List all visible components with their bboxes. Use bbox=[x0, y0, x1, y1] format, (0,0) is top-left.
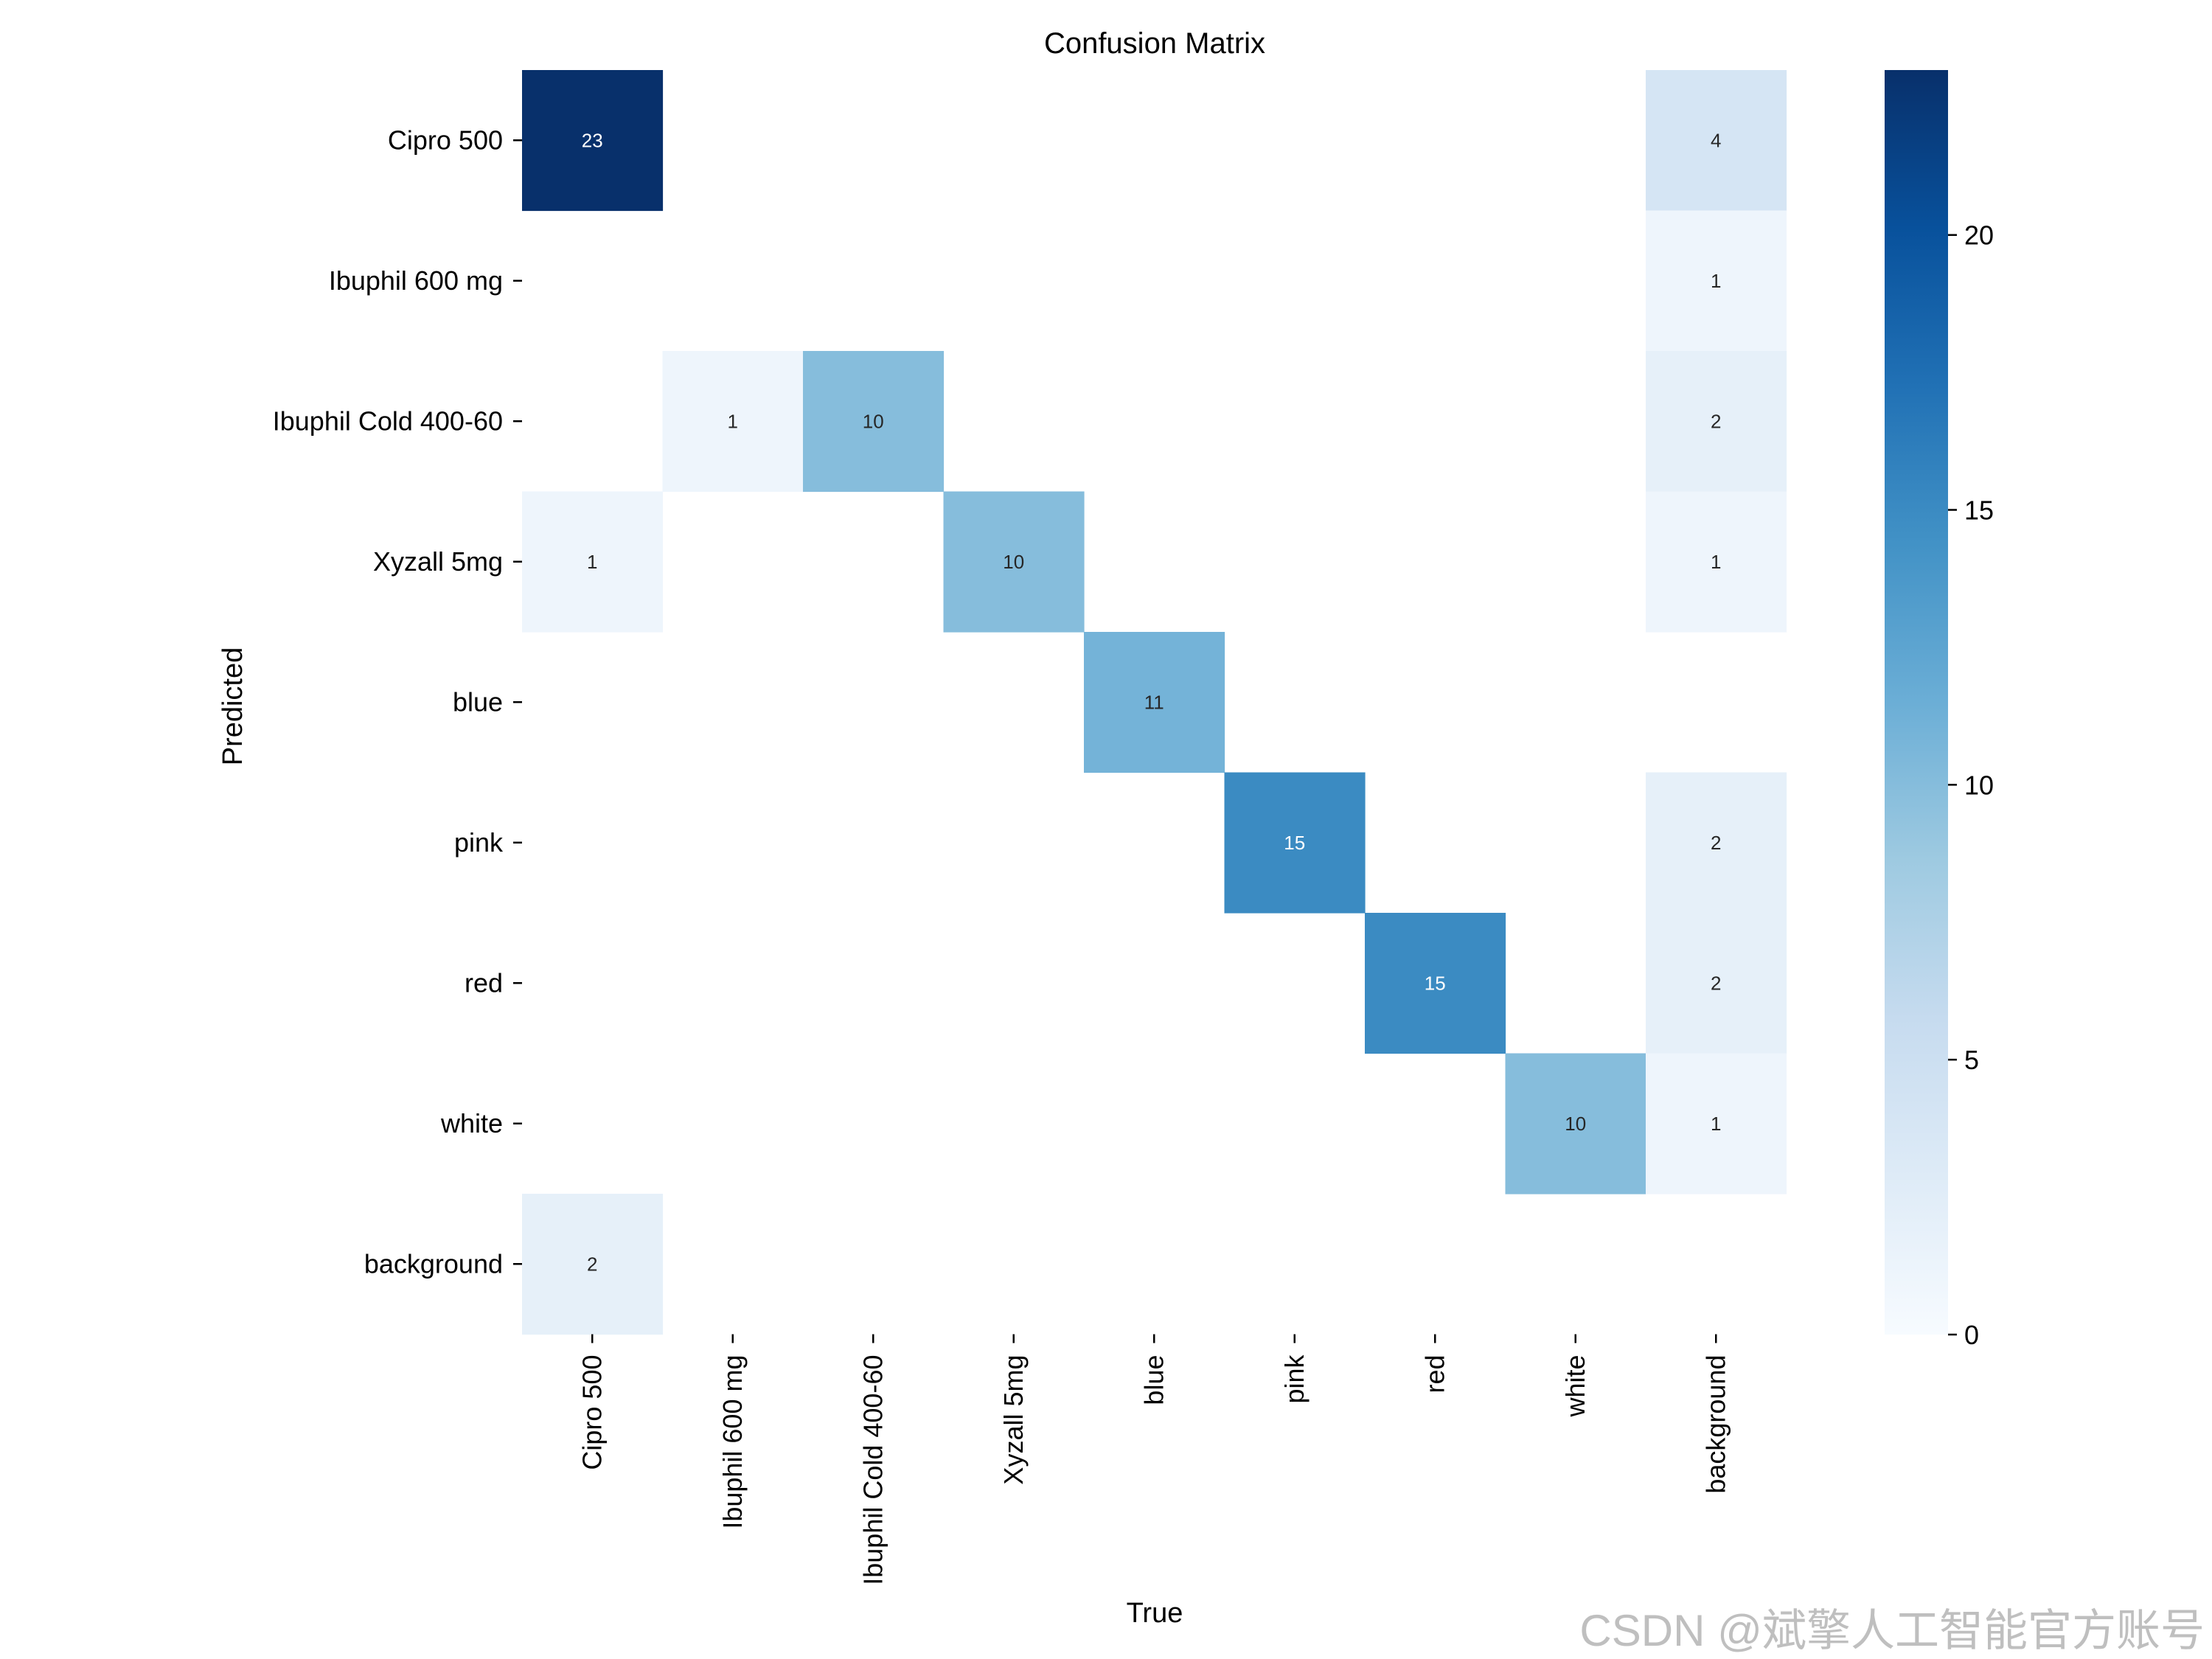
y-tick-label: Ibuphil Cold 400-60 bbox=[273, 406, 503, 436]
cell-value-label: 1 bbox=[1711, 270, 1721, 292]
x-axis-label: True bbox=[1127, 1598, 1183, 1629]
heatmap-cell bbox=[1505, 1053, 1646, 1194]
y-tick-label: Cipro 500 bbox=[388, 125, 503, 155]
heatmap-cells bbox=[522, 70, 1787, 1335]
y-tick-label: Xyzall 5mg bbox=[373, 546, 503, 577]
cell-value-label: 1 bbox=[728, 410, 738, 432]
heatmap-cell bbox=[803, 351, 945, 493]
colorbar-tick-label: 10 bbox=[1964, 770, 1994, 800]
heatmap-cell bbox=[1646, 210, 1787, 352]
x-tick-label: blue bbox=[1138, 1355, 1169, 1405]
watermark-text: CSDN @斌擎人工智能官方账号 bbox=[1579, 1606, 2205, 1655]
cell-value-label: 10 bbox=[1565, 1113, 1586, 1135]
cell-value-label: 4 bbox=[1711, 129, 1721, 151]
cell-value-label: 11 bbox=[1144, 691, 1164, 713]
colorbar-tick-label: 20 bbox=[1964, 220, 1994, 251]
heatmap-cell bbox=[522, 1194, 664, 1335]
cell-value-label: 2 bbox=[587, 1253, 597, 1275]
heatmap-cell bbox=[1646, 491, 1787, 633]
x-tick-label: Cipro 500 bbox=[577, 1355, 607, 1470]
heatmap-cell bbox=[943, 491, 1085, 633]
cell-value-label: 23 bbox=[582, 129, 603, 151]
x-tick-label: background bbox=[1700, 1355, 1731, 1494]
cell-value-label: 15 bbox=[1284, 832, 1305, 854]
x-tick-label: white bbox=[1560, 1355, 1590, 1418]
y-tick-label: red bbox=[465, 967, 503, 998]
y-axis-ticks: Cipro 500 Ibuphil 600 mg Ibuphil Cold 400-… bbox=[273, 125, 522, 1279]
cell-value-label: 1 bbox=[1711, 551, 1721, 573]
y-tick-label: pink bbox=[454, 827, 504, 858]
colorbar-ticks: 0 5 10 15 20 bbox=[1948, 220, 1994, 1350]
heatmap-cell bbox=[1646, 70, 1787, 212]
y-axis-label: Predicted bbox=[218, 647, 248, 766]
cell-value-label: 2 bbox=[1711, 972, 1721, 994]
colorbar-tick-label: 5 bbox=[1964, 1045, 1979, 1075]
cell-value-label: 10 bbox=[863, 410, 884, 432]
colorbar-tick-label: 0 bbox=[1964, 1320, 1979, 1350]
cell-value-label: 2 bbox=[1711, 410, 1721, 432]
cell-value-label: 10 bbox=[1003, 551, 1024, 573]
y-tick-label: background bbox=[364, 1248, 503, 1279]
heatmap-cell bbox=[1224, 772, 1366, 914]
heatmap-cell bbox=[522, 491, 664, 633]
heatmap-cell bbox=[1646, 351, 1787, 493]
chart-title: Confusion Matrix bbox=[1044, 27, 1265, 60]
cell-value-label: 2 bbox=[1711, 832, 1721, 854]
heatmap-cell bbox=[662, 351, 804, 493]
y-tick-label: blue bbox=[453, 686, 503, 717]
cell-value-label: 1 bbox=[587, 551, 597, 573]
cell-value-label: 15 bbox=[1425, 972, 1446, 994]
heatmap-cell bbox=[1646, 913, 1787, 1054]
x-tick-label: pink bbox=[1279, 1354, 1310, 1404]
heatmap-cell bbox=[1365, 913, 1506, 1054]
heatmap-cell bbox=[1646, 1053, 1787, 1194]
x-tick-label: red bbox=[1419, 1355, 1450, 1394]
x-tick-label: Ibuphil Cold 400-60 bbox=[858, 1355, 888, 1585]
x-tick-label: Ibuphil 600 mg bbox=[717, 1355, 748, 1529]
cell-value-label: 1 bbox=[1711, 1113, 1721, 1135]
y-tick-label: white bbox=[440, 1108, 503, 1138]
heatmap-cell bbox=[1084, 632, 1225, 773]
y-tick-label: Ibuphil 600 mg bbox=[329, 265, 503, 296]
heatmap-cell bbox=[1646, 772, 1787, 914]
x-axis-ticks: Cipro 500 Ibuphil 600 mg Ibuphil Cold 400-… bbox=[577, 1334, 1731, 1585]
x-tick-label: Xyzall 5mg bbox=[998, 1355, 1029, 1485]
colorbar bbox=[1885, 70, 1948, 1335]
colorbar-tick-label: 15 bbox=[1964, 495, 1994, 526]
heatmap-cell bbox=[522, 70, 664, 212]
